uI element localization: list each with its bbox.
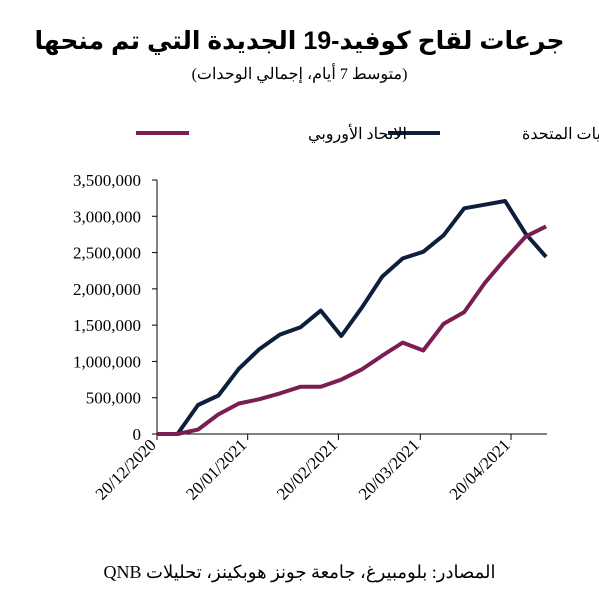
x-tick-label: 20/02/2021 [273,435,341,503]
x-tick-label: 20/03/2021 [355,435,423,503]
legend-label-us: الولايات المتحدة [522,126,599,143]
chart-subtitle: (متوسط 7 أيام، إجمالي الوحدات) [191,66,408,83]
x-tick-label: 20/12/2020 [92,435,160,503]
chart-title: جرعات لقاح كوفيد-19 الجديدة التي تم منحه… [34,27,565,55]
y-tick-label: 3,500,000 [73,171,141,190]
legend-label-eu: الاتحاد الأوروبي [308,124,407,143]
axes [156,180,547,435]
y-tick-label: 2,000,000 [73,280,141,299]
series-lines [157,199,548,436]
y-tick-label: 3,000,000 [73,207,141,226]
x-tick-label: 20/04/2021 [446,435,514,503]
y-axis-ticks: 0 500,000 1,000,000 1,500,000 2,000,000 2,500… [73,171,157,444]
y-tick-label: 1,500,000 [73,316,141,335]
legend: الولايات المتحدة الاتحاد الأوروبي [136,124,599,143]
y-tick-label: 0 [133,425,142,444]
x-tick-label: 20/01/2021 [182,435,250,503]
source-note: المصادر: بلومبيرغ، جامعة جونز هوبكينز، ت… [103,562,496,582]
series-line-eu [157,224,547,436]
series-line-us [157,199,548,436]
y-tick-label: 500,000 [86,389,141,408]
y-tick-label: 2,500,000 [73,244,141,263]
x-axis-ticks: 20/12/2020 20/01/2021 20/02/2021 20/03/2021… [92,434,514,504]
y-tick-label: 1,000,000 [73,352,141,371]
